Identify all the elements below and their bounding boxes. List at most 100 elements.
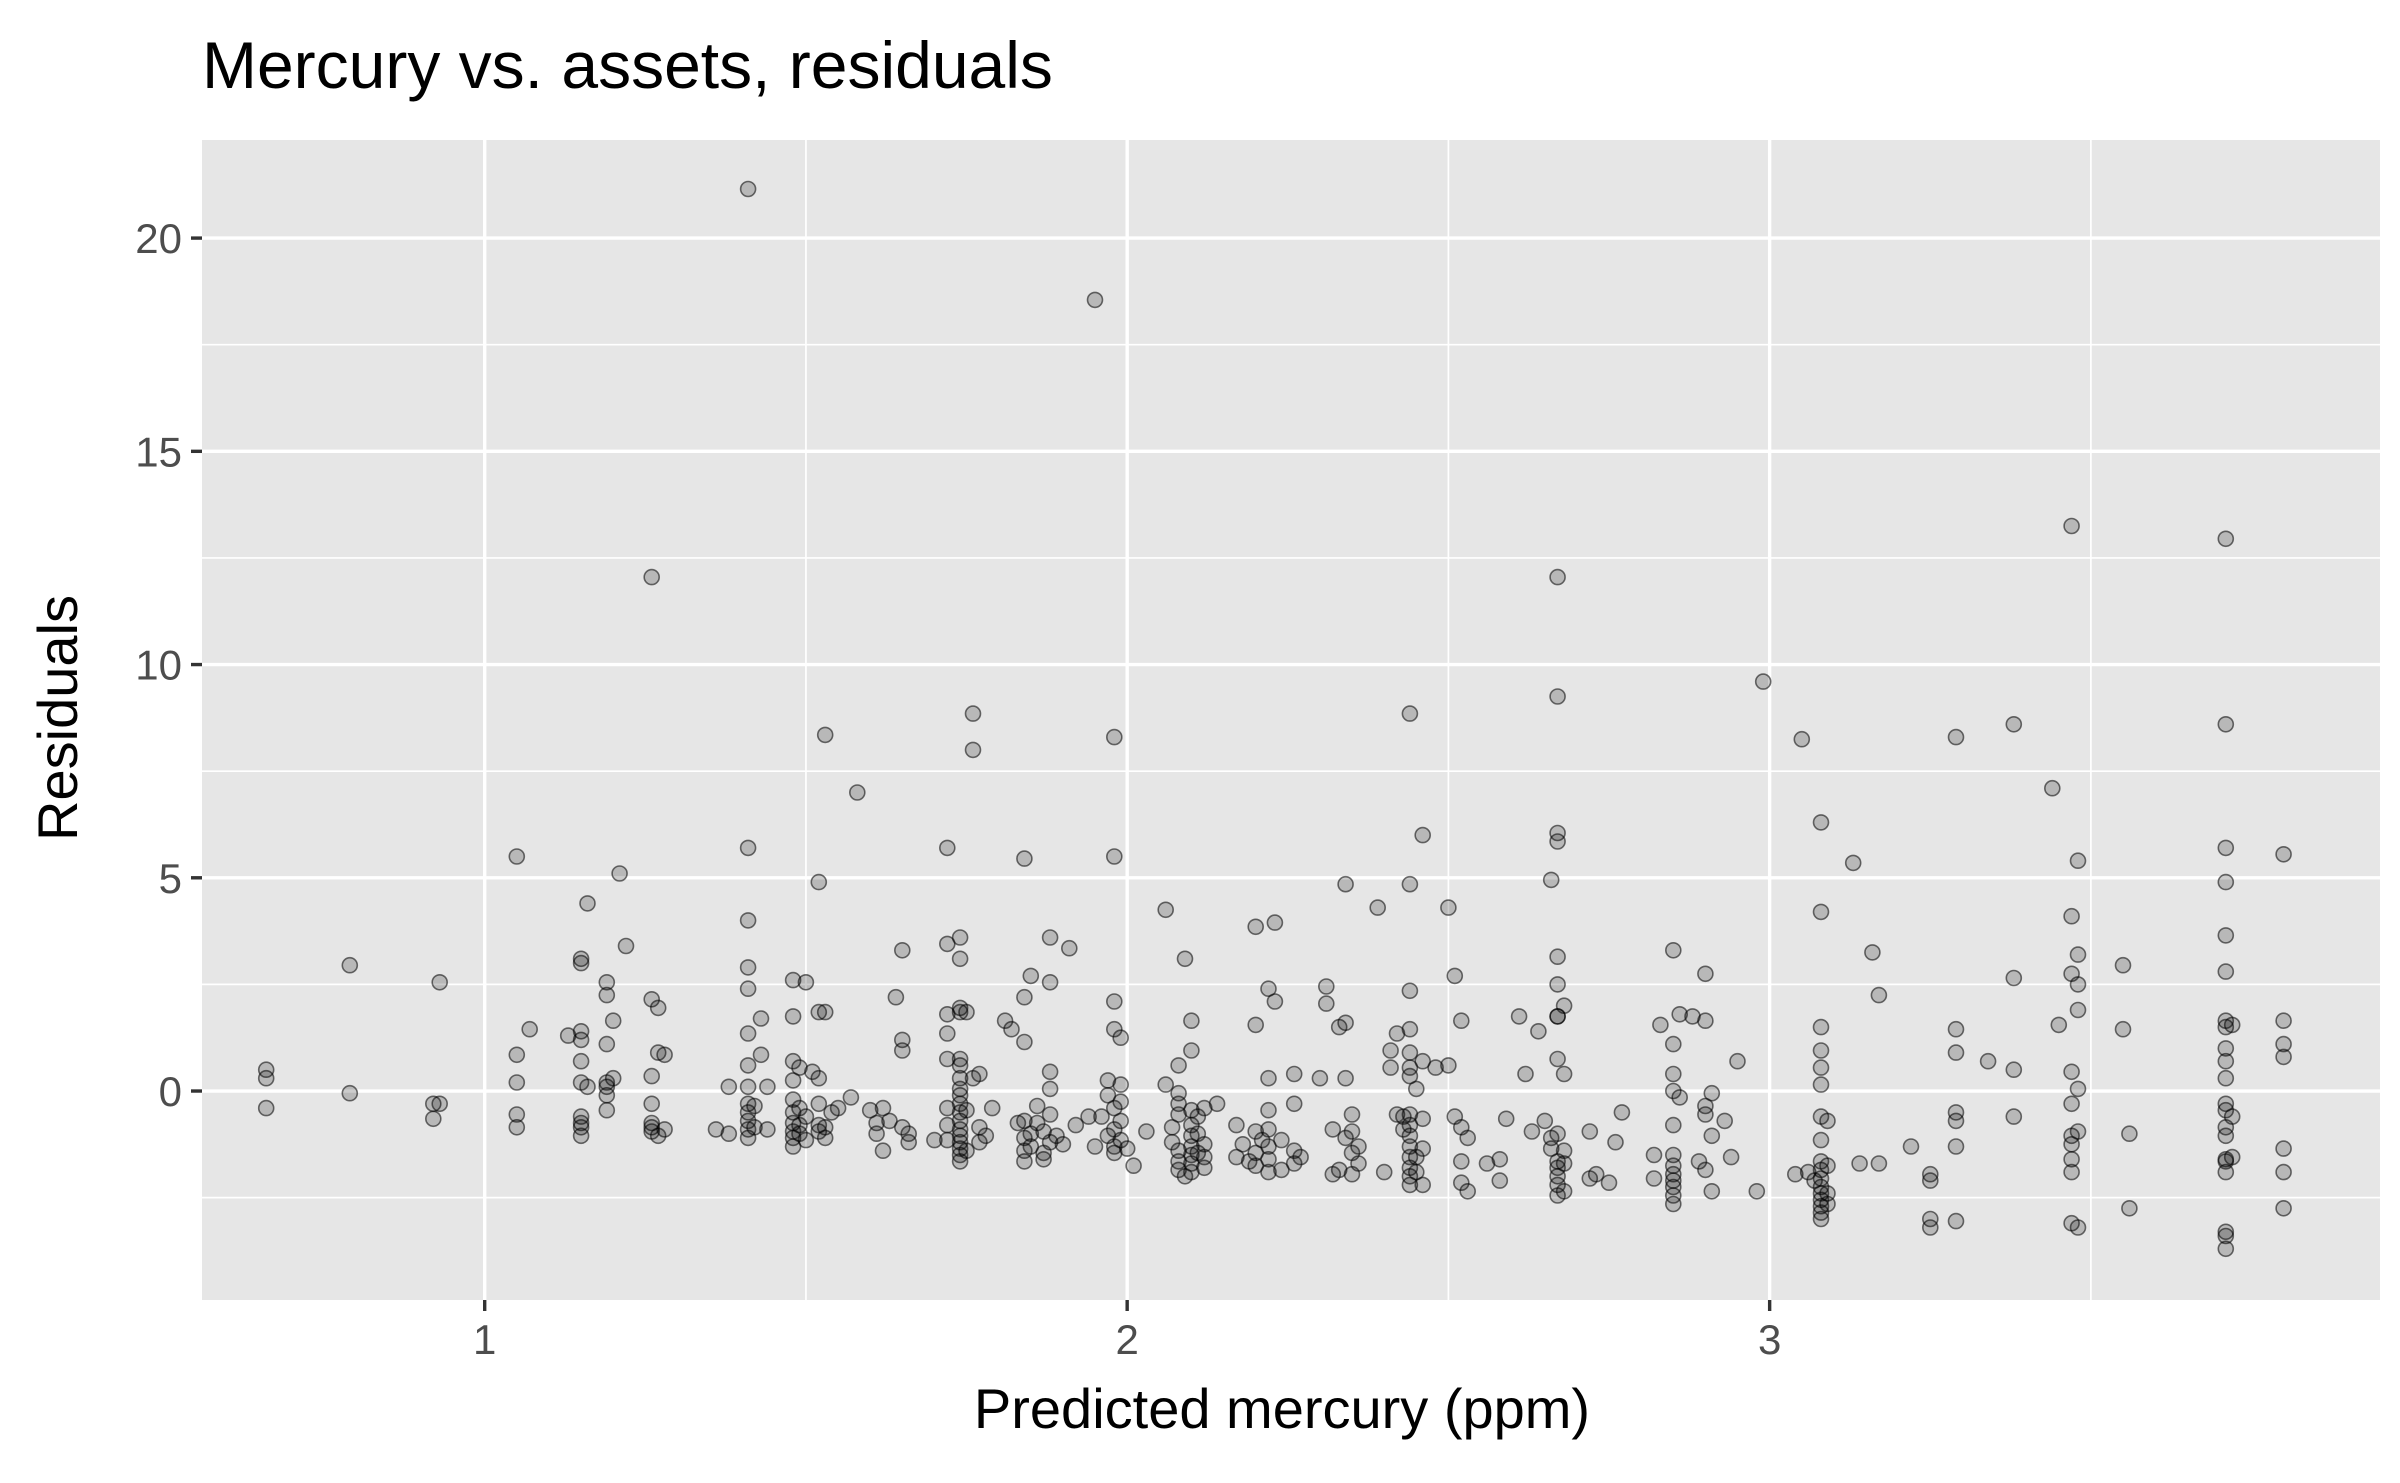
data-point (1819, 1157, 1836, 1174)
data-point (1401, 1067, 1419, 1085)
data-point (1401, 875, 1419, 893)
data-point (649, 999, 667, 1017)
data-point (1375, 1163, 1393, 1181)
data-point (1016, 850, 1033, 867)
x-tick-label: 1 (473, 1316, 496, 1363)
data-point (1106, 993, 1123, 1010)
data-point (1530, 1023, 1547, 1040)
data-point (1260, 1069, 1277, 1087)
data-point (1864, 944, 1881, 961)
data-point (1112, 1029, 1129, 1046)
data-point (1812, 1042, 1830, 1059)
data-point (1922, 1210, 1939, 1228)
data-point (797, 1108, 815, 1125)
data-point (341, 956, 359, 974)
data-point (1247, 1144, 1264, 1162)
data-point (1183, 1042, 1200, 1059)
data-point (791, 1125, 808, 1142)
data-point (1716, 1112, 1733, 1130)
data-point (1812, 1210, 1830, 1228)
data-point (900, 1133, 918, 1151)
data-point (572, 1119, 590, 1136)
data-point (1453, 1153, 1470, 1170)
data-point (1902, 1138, 1920, 1155)
data-point (2063, 1095, 2080, 1113)
data-point (2217, 839, 2235, 857)
data-point (1163, 1133, 1181, 1151)
data-point (893, 941, 911, 959)
data-point (1350, 1155, 1367, 1172)
data-point (810, 873, 828, 891)
data-point (1536, 1112, 1554, 1130)
data-point (1414, 1052, 1431, 1070)
data-point (1947, 1112, 1965, 1130)
data-point (739, 912, 757, 929)
data-point (842, 1089, 860, 1106)
data-point (1041, 929, 1059, 946)
data-point (508, 1046, 526, 1064)
data-point (2063, 1163, 2080, 1181)
data-point (1722, 1148, 1740, 1166)
data-point (720, 1125, 738, 1142)
data-point (1054, 1136, 1072, 1153)
data-point (1343, 1123, 1361, 1140)
data-point (598, 1087, 616, 1104)
data-point (1401, 1176, 1419, 1194)
data-point (784, 1138, 802, 1155)
data-point (1703, 1084, 1721, 1102)
data-point (893, 1119, 911, 1136)
data-point (1665, 1035, 1682, 1053)
data-point (598, 973, 616, 991)
data-point (1028, 1114, 1046, 1132)
data-point (2069, 976, 2087, 993)
data-point (2217, 1127, 2235, 1145)
data-point (1542, 1140, 1560, 1157)
data-point (1311, 1069, 1329, 1087)
data-point (521, 1020, 539, 1038)
data-point (1234, 1136, 1252, 1153)
data-point (1382, 1042, 1399, 1059)
data-point (1947, 1020, 1965, 1038)
data-point (784, 1072, 802, 1089)
data-point (2217, 1095, 2235, 1113)
data-point (1035, 1151, 1052, 1168)
data-point (1947, 728, 1965, 746)
data-point (1844, 854, 1862, 872)
data-point (1086, 291, 1104, 309)
data-point (2069, 1123, 2087, 1140)
data-point (1285, 1155, 1303, 1172)
data-point (1382, 1059, 1399, 1076)
data-point (810, 1069, 828, 1087)
data-point (739, 1112, 757, 1130)
data-point (2050, 1016, 2068, 1034)
data-point (2275, 1048, 2292, 1066)
data-point (572, 1031, 590, 1049)
data-point (2223, 1108, 2241, 1125)
data-point (572, 1052, 590, 1070)
data-point (1273, 1161, 1290, 1179)
data-point (881, 1112, 898, 1130)
data-point (739, 839, 757, 857)
data-point (2005, 1108, 2023, 1125)
data-point (951, 1087, 969, 1104)
data-point (643, 1114, 661, 1132)
data-point (1041, 973, 1059, 991)
data-point (424, 1110, 442, 1128)
data-point (1787, 1165, 1804, 1183)
data-point (1870, 986, 1888, 1004)
data-point (746, 1119, 763, 1136)
data-point (958, 1101, 975, 1119)
data-point (1812, 1059, 1830, 1076)
data-point (2275, 1035, 2292, 1053)
y-axis-title: Residuals (26, 595, 89, 841)
data-point (1260, 1151, 1277, 1168)
data-point (1491, 1151, 1509, 1168)
data-point (1061, 939, 1078, 957)
data-point (1549, 948, 1566, 966)
data-point (1754, 673, 1772, 690)
data-point (1549, 1168, 1566, 1185)
data-point (1408, 1163, 1425, 1181)
data-point (1510, 1008, 1528, 1025)
data-point (1196, 1159, 1213, 1177)
